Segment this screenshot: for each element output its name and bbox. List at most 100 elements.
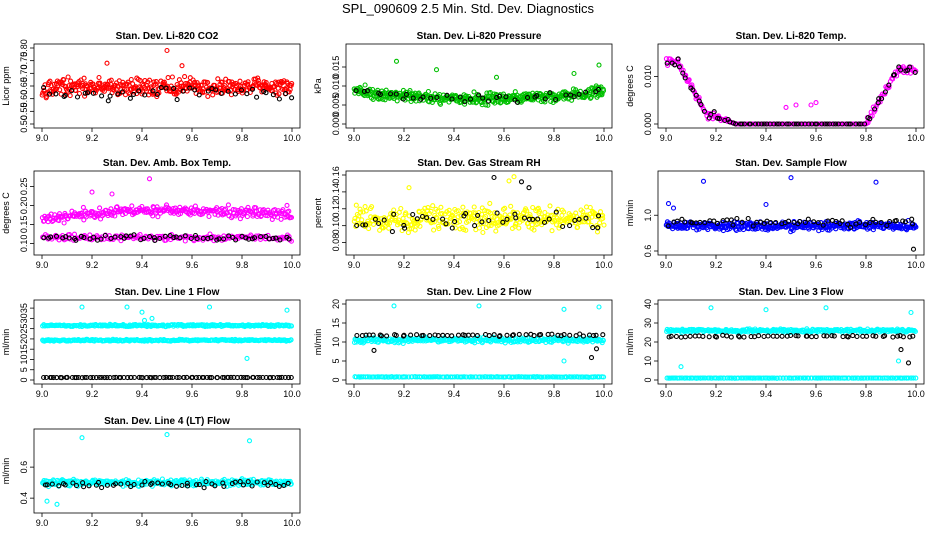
data-point xyxy=(525,374,531,380)
data-point xyxy=(724,333,730,339)
data-point xyxy=(487,200,493,206)
data-point xyxy=(793,333,799,339)
panel-line4-flow: Stan. Dev. Line 4 (LT) Flow 9.0 9.2 9.4 9.6 9… xyxy=(0,415,310,535)
data-point xyxy=(245,79,251,85)
data-point xyxy=(586,332,593,338)
data-point xyxy=(80,80,86,87)
x-tick-label: 9.2 xyxy=(86,518,99,528)
data-point xyxy=(702,220,708,226)
data-point xyxy=(367,374,373,380)
data-point xyxy=(700,178,707,184)
data-point xyxy=(101,375,108,381)
data-point xyxy=(547,374,553,380)
data-point xyxy=(701,108,707,114)
data-point xyxy=(840,334,846,340)
y-tick-label: 0.015 xyxy=(331,56,341,79)
data-point xyxy=(163,374,169,380)
data-point xyxy=(201,485,207,491)
data-point xyxy=(876,96,882,102)
data-point xyxy=(471,216,477,222)
data-point xyxy=(165,75,171,81)
data-point xyxy=(680,70,686,76)
data-point xyxy=(548,98,554,105)
data-point xyxy=(907,334,913,340)
x-tick-label: 9.4 xyxy=(448,389,461,399)
data-point xyxy=(711,218,717,224)
data-point xyxy=(137,77,143,83)
data-point xyxy=(82,374,88,381)
data-point xyxy=(795,375,801,381)
data-point xyxy=(410,211,416,218)
data-point xyxy=(664,60,670,66)
x-tick-label: 10.0 xyxy=(283,518,301,528)
data-point xyxy=(541,219,548,225)
panel-licor-co2: Stan. Dev. Li-820 CO2 9.0 9.2 9.4 9.6 9.8 10.0… xyxy=(0,30,310,150)
data-point xyxy=(79,375,85,381)
data-point xyxy=(534,93,540,99)
data-point xyxy=(755,121,761,127)
data-point xyxy=(255,77,261,84)
x-tick-label: 9.8 xyxy=(548,389,561,399)
data-point xyxy=(547,203,553,209)
data-point xyxy=(270,92,276,98)
data-point xyxy=(384,333,390,339)
data-point xyxy=(289,81,295,87)
data-point xyxy=(131,374,137,381)
data-point xyxy=(225,88,231,94)
data-point xyxy=(362,222,369,228)
panel-line3-flow: Stan. Dev. Line 3 Flow 9.0 9.2 9.4 9.6 9.8 10.… xyxy=(624,286,934,406)
data-point xyxy=(150,88,156,94)
data-point xyxy=(864,333,870,339)
data-point xyxy=(47,78,53,84)
data-point xyxy=(412,227,418,233)
chart-title: Stan. Dev. Sample Flow xyxy=(735,158,847,169)
data-point xyxy=(576,91,582,97)
chart-title: Stan. Dev. Line 3 Flow xyxy=(739,287,844,298)
plot-frame xyxy=(33,170,301,256)
figure-title: SPL_090609 2.5 Min. Std. Dev. Diagnostic… xyxy=(342,1,594,16)
x-tick-label: 9.0 xyxy=(660,260,673,270)
data-point xyxy=(66,235,72,241)
data-point xyxy=(97,80,103,86)
data-point xyxy=(73,483,80,489)
y-tick-label: 0.12 xyxy=(331,200,341,218)
data-point xyxy=(127,95,133,101)
data-point xyxy=(435,223,441,229)
x-tick-label: 9.4 xyxy=(760,260,773,270)
data-point xyxy=(283,91,289,97)
data-point xyxy=(771,375,777,381)
data-point xyxy=(406,185,412,191)
data-point xyxy=(470,374,476,380)
data-point xyxy=(105,98,111,104)
data-point xyxy=(521,215,528,221)
data-point xyxy=(78,213,85,219)
chart-points xyxy=(40,432,294,507)
data-point xyxy=(288,374,294,381)
data-point xyxy=(506,178,512,184)
data-point xyxy=(806,121,812,127)
data-point xyxy=(43,374,49,381)
data-point xyxy=(167,374,174,381)
data-point xyxy=(50,375,57,381)
data-point xyxy=(73,375,80,381)
data-point xyxy=(553,209,559,215)
data-point xyxy=(673,333,679,340)
data-point xyxy=(205,79,211,86)
data-point xyxy=(430,203,436,209)
x-tick-label: 9.4 xyxy=(760,133,773,143)
y-axis-label: ml/min xyxy=(625,329,635,356)
data-point xyxy=(476,92,482,98)
data-point xyxy=(470,332,476,338)
data-point xyxy=(739,219,745,225)
data-point xyxy=(668,333,674,339)
data-point xyxy=(428,95,434,101)
data-point xyxy=(96,74,102,81)
x-tick-label: 9.8 xyxy=(548,133,561,143)
data-point xyxy=(246,438,253,444)
data-point xyxy=(524,95,531,101)
data-point xyxy=(748,334,754,340)
data-point xyxy=(902,219,909,225)
data-point xyxy=(370,221,377,227)
y-tick-label: 30 xyxy=(19,313,29,323)
data-point xyxy=(596,62,602,68)
